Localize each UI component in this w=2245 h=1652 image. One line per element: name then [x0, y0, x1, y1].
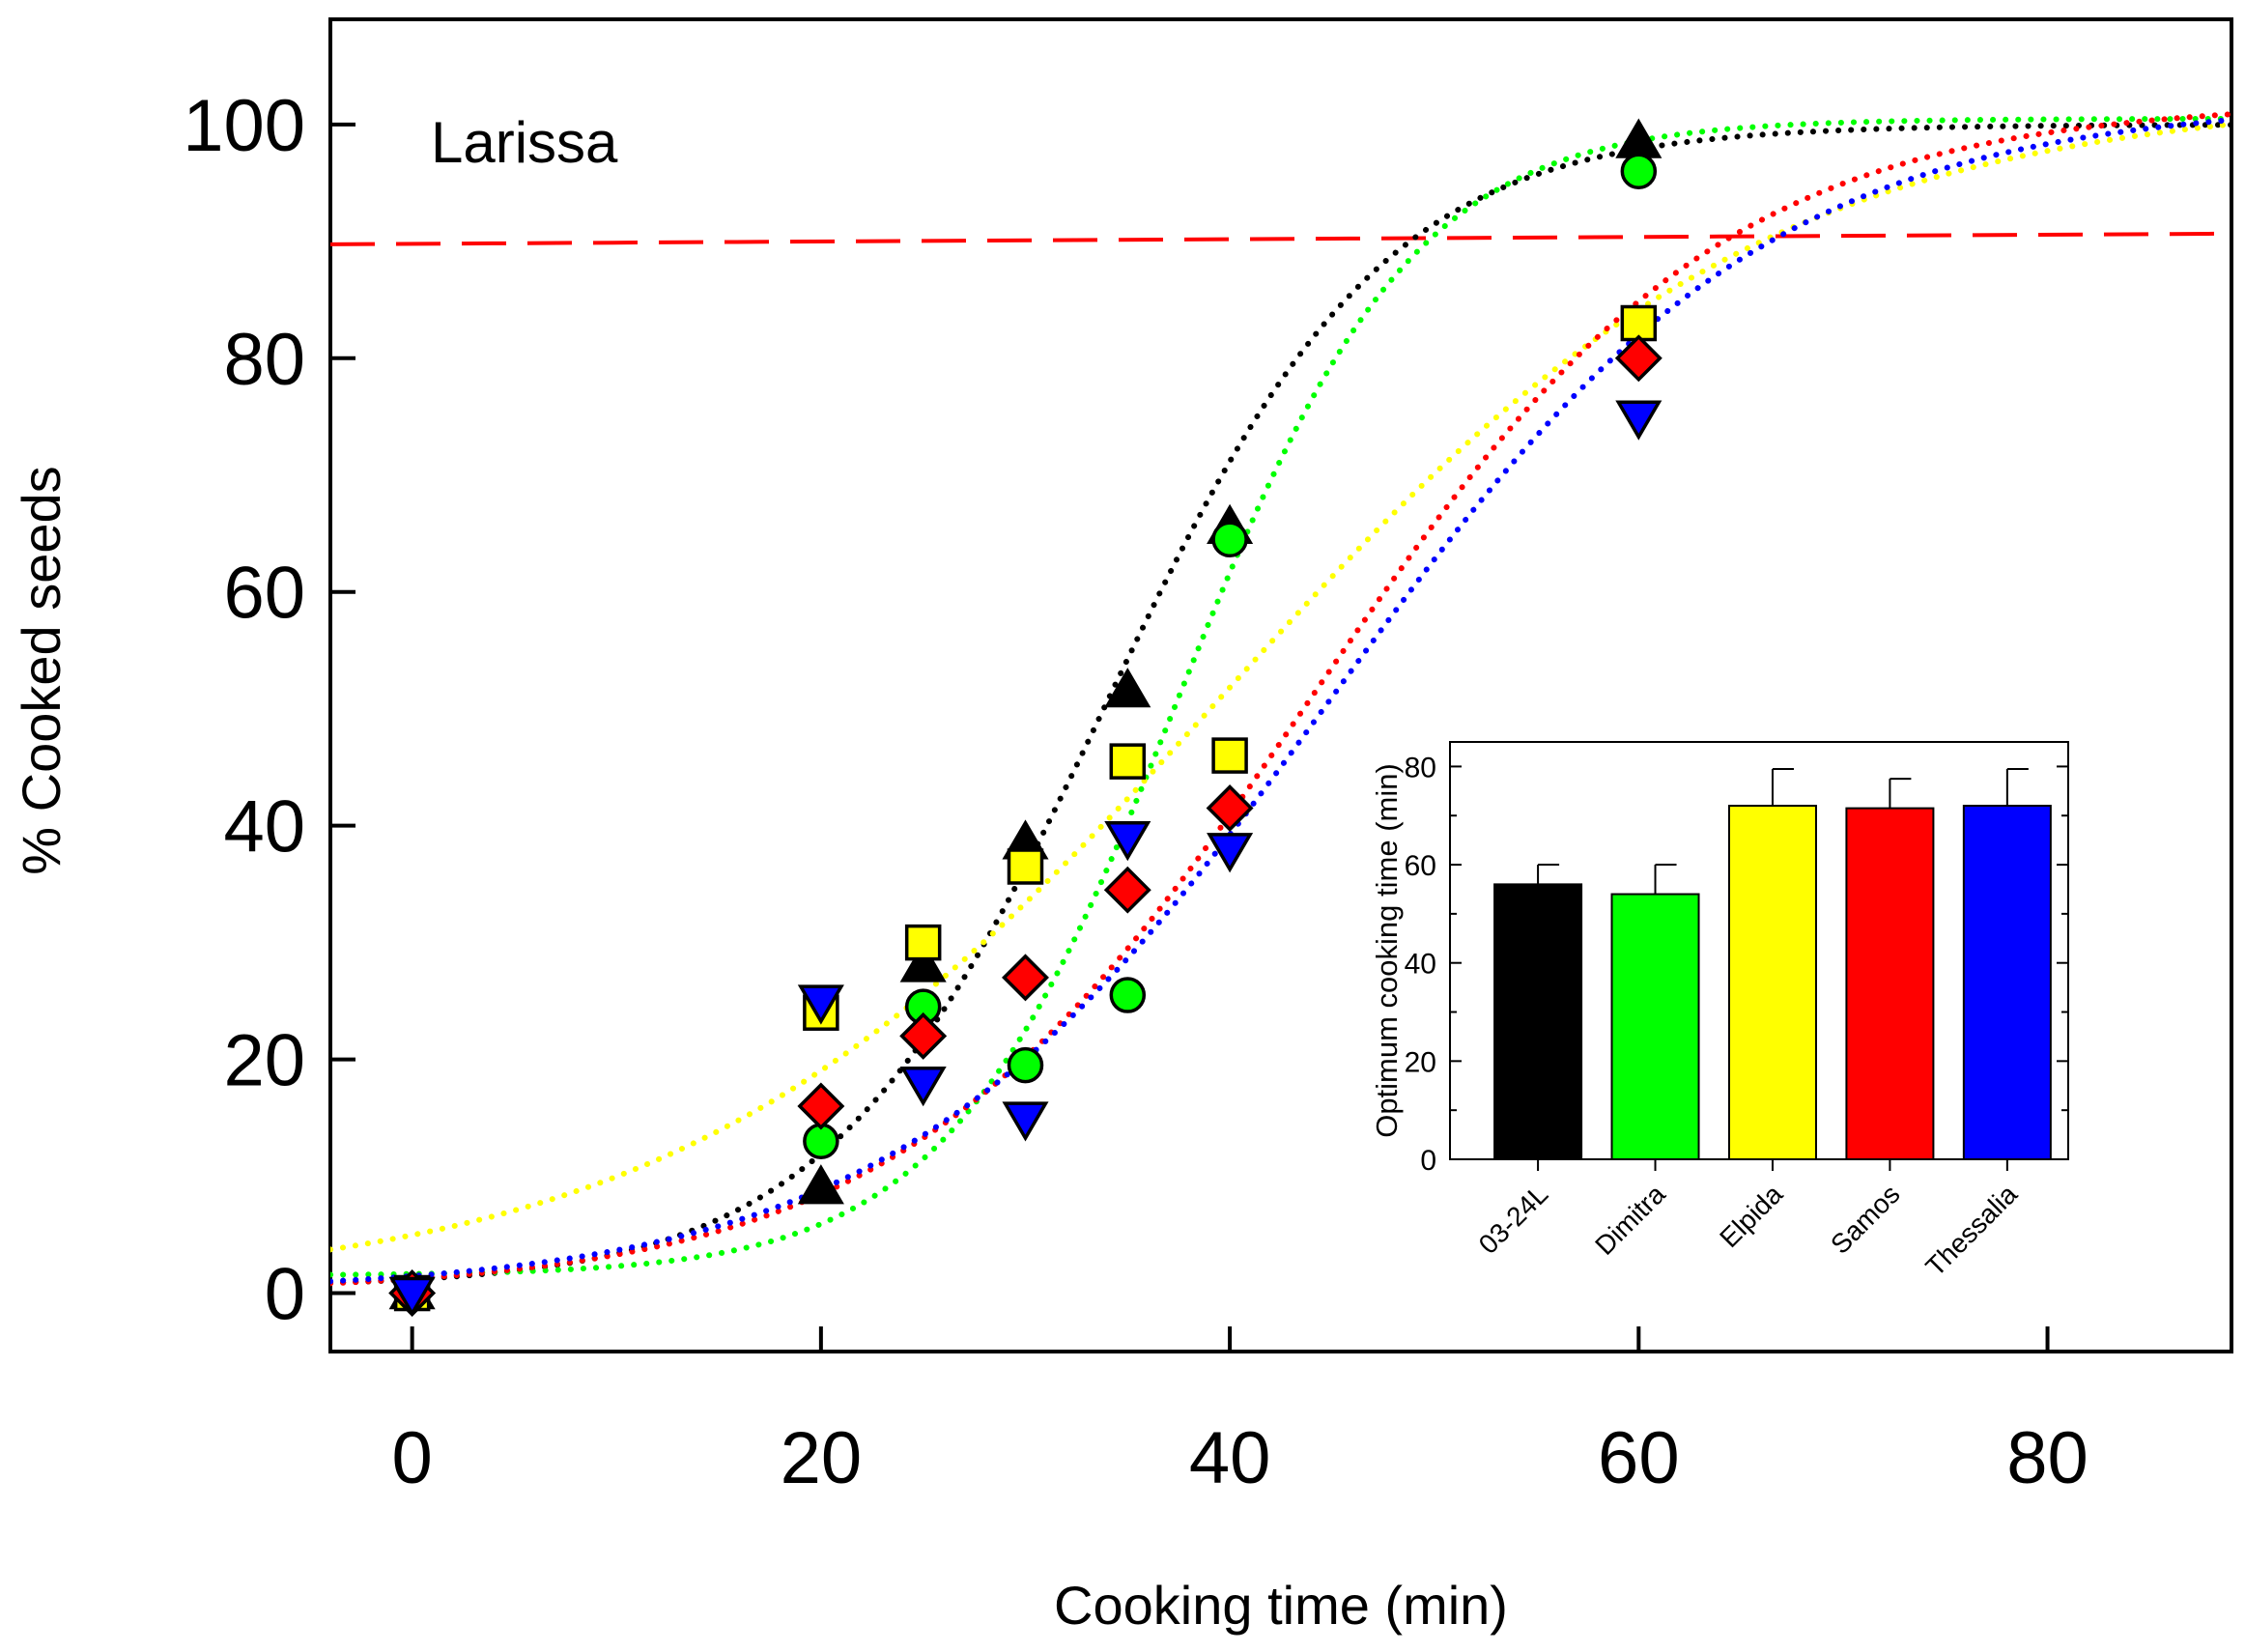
inset-y-axis-label: Optimum cooking time (min)	[1370, 763, 1404, 1138]
data-point-series-2	[1211, 521, 1248, 558]
main-y-axis-label: % Cooked seeds	[11, 466, 71, 874]
data-point-series-4	[1206, 784, 1254, 832]
main-x-axis-ticks: 0 20 40 60 80	[392, 1326, 2089, 1499]
data-point-series-5	[388, 1276, 436, 1317]
data-point-series-3	[1109, 743, 1147, 780]
data-point-series-4	[1103, 866, 1151, 914]
x-tick-label: 0	[392, 1417, 433, 1499]
data-point-series-5	[1104, 821, 1151, 862]
inset-y-tick-label: 20	[1405, 1046, 1436, 1078]
data-point-series-1	[797, 1164, 844, 1205]
fit-curve-series-4	[330, 111, 2231, 1287]
y-tick-label: 20	[223, 1020, 305, 1102]
data-point-series-5	[1615, 400, 1662, 441]
inset-y-tick-label: 40	[1405, 949, 1436, 981]
bar-Elpida	[1727, 805, 1817, 1161]
bar-Thessalia	[1962, 805, 2052, 1161]
y-tick-label: 80	[223, 319, 305, 401]
fit-curve-series-5	[330, 117, 2231, 1285]
inset-bars	[1493, 767, 2052, 1161]
x-tick-label: 60	[1598, 1417, 1680, 1499]
inset-frame	[1449, 741, 2069, 1160]
data-points	[388, 118, 1662, 1317]
bar-Dimitra	[1610, 893, 1700, 1160]
fit-curve-series-3	[330, 121, 2231, 1253]
main-y-axis-ticks: 0 20 40 60 80 100	[183, 85, 355, 1336]
fit-curve-series-1	[330, 122, 2231, 1286]
data-point-series-2	[1109, 977, 1147, 1013]
x-tick-label: 40	[1189, 1417, 1271, 1499]
data-point-series-4	[797, 1082, 845, 1130]
data-point-series-2	[1620, 153, 1658, 190]
main-plot-frame	[328, 17, 2233, 1353]
fitted-curves	[330, 111, 2231, 1287]
data-point-series-4	[1002, 954, 1049, 1002]
data-point-series-5	[1207, 833, 1254, 873]
inset-y-axis-ticks: 0 20 40 60 80	[1405, 752, 2068, 1177]
inset-y-tick-label: 0	[1420, 1145, 1436, 1177]
y-tick-label: 0	[265, 1254, 305, 1336]
data-point-series-1	[899, 942, 947, 983]
y-tick-label: 100	[183, 85, 305, 167]
fit-curve-series-2	[330, 116, 2231, 1278]
x-tick-label: 20	[781, 1417, 863, 1499]
main-x-axis-label: Cooking time (min)	[1054, 1575, 1508, 1636]
data-point-series-5	[1002, 1101, 1049, 1142]
inset-y-tick-label: 60	[1405, 850, 1436, 882]
bar-03-24L	[1493, 883, 1583, 1160]
reference-line-90	[330, 231, 2231, 246]
data-point-series-4	[899, 1011, 948, 1060]
data-point-series-5	[899, 1067, 947, 1107]
data-point-series-3	[1211, 737, 1248, 774]
inset-y-tick-label: 80	[1405, 752, 1436, 783]
y-tick-label: 40	[223, 786, 305, 869]
data-point-series-2	[1007, 1046, 1044, 1084]
data-point-series-5	[797, 984, 844, 1025]
data-point-series-3	[904, 924, 942, 961]
bar-Samos	[1845, 807, 1935, 1160]
data-point-series-1	[1104, 668, 1151, 708]
x-tick-label: 80	[2006, 1417, 2089, 1499]
panel-annotation: Larissa	[431, 110, 618, 175]
y-tick-label: 60	[223, 553, 305, 635]
data-point-series-4	[1614, 334, 1662, 383]
main-plot: 0 20 40 60 80 0 20 40 60 80 100 Larissa Cooking t…	[11, 17, 2233, 1636]
data-point-series-3	[1007, 848, 1044, 885]
